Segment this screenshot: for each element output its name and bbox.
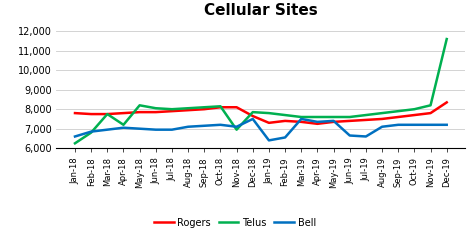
Bell	[185, 125, 191, 128]
Bell	[218, 123, 223, 126]
Telus	[104, 113, 110, 115]
Title: Cellular Sites: Cellular Sites	[204, 3, 318, 17]
Bell	[121, 126, 126, 129]
Telus	[428, 104, 433, 107]
Rogers	[234, 106, 239, 109]
Telus	[331, 116, 337, 119]
Telus	[412, 108, 417, 111]
Telus	[72, 142, 78, 145]
Bell	[250, 118, 256, 120]
Telus	[169, 108, 175, 111]
Telus	[314, 116, 320, 119]
Rogers	[202, 108, 207, 111]
Rogers	[331, 120, 337, 123]
Telus	[395, 110, 401, 113]
Rogers	[218, 106, 223, 109]
Rogers	[379, 118, 385, 120]
Legend: Rogers, Telus, Bell: Rogers, Telus, Bell	[150, 214, 320, 232]
Bell	[331, 120, 337, 122]
Telus	[137, 104, 142, 107]
Bell	[444, 123, 449, 126]
Telus	[234, 128, 239, 131]
Line: Telus: Telus	[75, 39, 446, 143]
Bell	[412, 123, 417, 126]
Telus	[185, 107, 191, 110]
Bell	[347, 134, 352, 137]
Bell	[428, 123, 433, 126]
Telus	[88, 131, 94, 134]
Telus	[298, 116, 304, 119]
Telus	[363, 114, 369, 116]
Line: Bell: Bell	[75, 119, 446, 140]
Rogers	[121, 112, 126, 114]
Rogers	[395, 116, 401, 119]
Bell	[379, 125, 385, 128]
Telus	[347, 116, 352, 119]
Telus	[121, 123, 126, 126]
Telus	[202, 106, 207, 109]
Rogers	[250, 114, 256, 117]
Rogers	[282, 120, 288, 122]
Bell	[282, 136, 288, 139]
Telus	[153, 107, 158, 110]
Bell	[266, 139, 272, 142]
Bell	[137, 127, 142, 130]
Bell	[153, 128, 158, 131]
Rogers	[347, 120, 352, 122]
Bell	[314, 120, 320, 123]
Telus	[250, 111, 256, 114]
Bell	[169, 128, 175, 131]
Bell	[72, 135, 78, 138]
Bell	[298, 118, 304, 120]
Bell	[234, 125, 239, 128]
Rogers	[153, 111, 158, 114]
Rogers	[72, 112, 78, 114]
Bell	[395, 123, 401, 126]
Telus	[218, 105, 223, 108]
Rogers	[185, 109, 191, 112]
Rogers	[428, 112, 433, 114]
Bell	[363, 135, 369, 138]
Rogers	[444, 101, 449, 104]
Rogers	[298, 120, 304, 123]
Rogers	[266, 121, 272, 124]
Rogers	[412, 114, 417, 116]
Telus	[282, 114, 288, 116]
Telus	[266, 112, 272, 114]
Line: Rogers: Rogers	[75, 102, 446, 124]
Rogers	[314, 122, 320, 125]
Bell	[88, 130, 94, 133]
Telus	[444, 38, 449, 40]
Rogers	[104, 113, 110, 115]
Bell	[104, 128, 110, 131]
Rogers	[137, 111, 142, 114]
Telus	[379, 112, 385, 114]
Rogers	[88, 113, 94, 115]
Rogers	[169, 110, 175, 113]
Rogers	[363, 119, 369, 121]
Bell	[202, 124, 207, 127]
